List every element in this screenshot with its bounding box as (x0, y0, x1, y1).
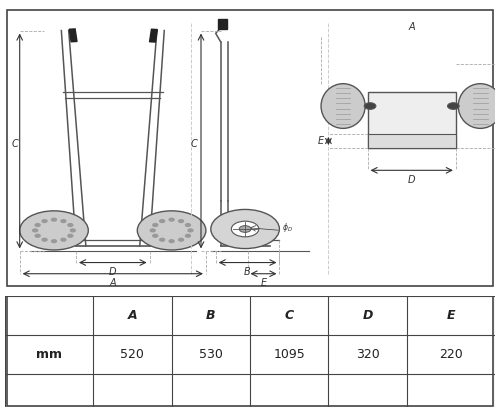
Circle shape (35, 234, 40, 237)
Bar (218, 19, 227, 29)
Circle shape (150, 229, 155, 232)
Circle shape (186, 234, 190, 237)
Circle shape (68, 234, 73, 237)
Circle shape (138, 211, 206, 250)
Text: A: A (110, 278, 116, 288)
Text: 1095: 1095 (274, 348, 305, 361)
Circle shape (153, 224, 158, 226)
Circle shape (35, 224, 40, 226)
Circle shape (188, 229, 193, 232)
Circle shape (239, 226, 251, 232)
Text: 220: 220 (439, 348, 463, 361)
Ellipse shape (458, 84, 500, 128)
Circle shape (160, 238, 164, 241)
Text: B: B (244, 267, 251, 277)
Text: A: A (128, 309, 137, 322)
Text: E: E (318, 136, 324, 146)
Text: C: C (12, 139, 18, 149)
Bar (368, 134, 456, 148)
Text: D: D (408, 175, 416, 185)
Text: C: C (190, 139, 197, 149)
Ellipse shape (321, 84, 365, 128)
Circle shape (232, 221, 259, 237)
Circle shape (153, 234, 158, 237)
Circle shape (160, 220, 164, 222)
Text: 530: 530 (199, 348, 222, 361)
Circle shape (42, 220, 47, 222)
Text: $\phi_D$: $\phi_D$ (282, 222, 293, 234)
Text: E: E (446, 309, 455, 322)
Circle shape (178, 238, 184, 241)
Circle shape (178, 220, 184, 222)
Text: E: E (260, 278, 266, 288)
Bar (368, 92, 456, 148)
Circle shape (169, 240, 174, 242)
Text: C: C (284, 309, 294, 322)
Bar (69, 29, 77, 42)
Text: B: B (206, 309, 216, 322)
Text: D: D (362, 309, 373, 322)
Circle shape (32, 229, 38, 232)
Circle shape (61, 238, 66, 241)
Circle shape (52, 218, 57, 221)
Circle shape (448, 103, 459, 109)
Text: A: A (408, 22, 415, 32)
Text: 520: 520 (120, 348, 144, 361)
Text: D: D (109, 267, 116, 277)
Text: mm: mm (36, 348, 62, 361)
Circle shape (61, 220, 66, 222)
Circle shape (364, 103, 376, 109)
Text: 320: 320 (356, 348, 380, 361)
Circle shape (70, 229, 76, 232)
Circle shape (20, 211, 88, 250)
Bar (150, 29, 158, 42)
Circle shape (169, 218, 174, 221)
Circle shape (186, 224, 190, 226)
Circle shape (211, 210, 280, 249)
Circle shape (42, 238, 47, 241)
Circle shape (68, 224, 73, 226)
Circle shape (52, 240, 57, 242)
